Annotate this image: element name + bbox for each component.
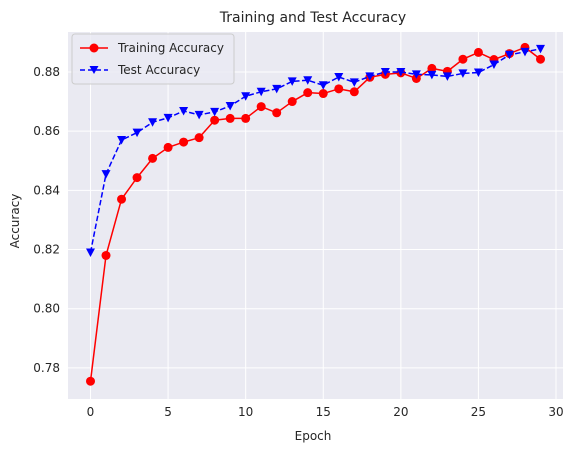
series-line-test [89, 48, 541, 253]
data-point-training [287, 97, 297, 107]
y-axis-label: Accuracy [8, 194, 22, 249]
data-point-test [210, 107, 220, 117]
y-tick-label: 0.84 [33, 183, 60, 197]
legend-swatch-test-marker [89, 66, 99, 74]
data-point-test [225, 101, 235, 111]
series-training [86, 42, 545, 386]
data-point-training [473, 47, 483, 57]
x-tick-label: 5 [164, 405, 172, 419]
data-point-test [442, 72, 452, 81]
data-point-training [132, 173, 142, 183]
x-tick-label: 10 [238, 405, 253, 419]
data-point-test [287, 77, 297, 86]
data-point-test [349, 78, 359, 87]
data-point-training [148, 153, 158, 163]
data-point-test [272, 84, 282, 94]
data-point-training [225, 113, 235, 123]
y-tick-label: 0.82 [33, 243, 60, 257]
data-point-training [458, 54, 468, 64]
series-test [86, 44, 545, 257]
data-point-training [194, 133, 204, 143]
data-point-test [163, 113, 173, 123]
data-point-test [520, 47, 530, 57]
data-point-test [194, 110, 204, 120]
data-point-test [489, 60, 499, 70]
data-point-training [179, 137, 189, 147]
data-point-training [349, 87, 359, 97]
x-axis-ticks: 0 5 10 15 20 25 30 [87, 405, 564, 419]
data-point-training [303, 88, 313, 98]
legend-label-training: Training Accuracy [117, 41, 224, 55]
data-point-test [132, 128, 142, 138]
y-tick-label: 0.86 [33, 124, 60, 138]
data-point-training [318, 89, 328, 99]
data-point-training [101, 250, 111, 260]
x-tick-label: 15 [316, 405, 331, 419]
x-tick-label: 20 [393, 405, 408, 419]
data-point-training [272, 108, 282, 118]
data-point-test [504, 50, 514, 60]
data-point-training [210, 115, 220, 125]
data-point-training [86, 376, 95, 386]
legend: Training Accuracy Test Accuracy [71, 33, 235, 85]
data-point-test [334, 72, 344, 82]
data-point-test [473, 68, 483, 78]
chart-title: Training and Test Accuracy [219, 10, 406, 26]
y-tick-label: 0.88 [33, 65, 60, 79]
data-point-test [380, 67, 390, 77]
data-point-training [256, 102, 266, 112]
data-point-test [179, 107, 189, 116]
data-point-training [536, 54, 545, 64]
x-axis-label: Epoch [295, 429, 332, 443]
data-point-test [458, 69, 468, 78]
data-point-test [536, 44, 545, 54]
x-tick-label: 30 [548, 405, 563, 419]
data-point-test [303, 76, 313, 85]
legend-box [71, 33, 235, 85]
legend-label-test: Test Accuracy [117, 63, 200, 77]
legend-swatch-training-marker [89, 43, 99, 53]
x-tick-label: 0 [87, 405, 95, 419]
data-point-training [163, 142, 173, 152]
data-point-test [256, 87, 266, 97]
data-point-test [148, 118, 158, 127]
data-point-training [427, 63, 437, 73]
data-point-training [117, 194, 127, 204]
data-point-training [241, 113, 251, 123]
data-point-test [101, 170, 111, 179]
y-tick-label: 0.80 [33, 302, 60, 316]
data-point-test [117, 136, 127, 145]
plot-area [68, 32, 563, 399]
y-tick-label: 0.78 [33, 361, 60, 375]
data-point-test [411, 70, 421, 79]
y-axis-ticks: 0.78 0.80 0.82 0.84 0.86 0.88 [33, 65, 60, 375]
x-tick-label: 25 [471, 405, 486, 419]
data-point-test [241, 92, 251, 101]
data-point-test [427, 70, 437, 80]
data-point-test [318, 81, 328, 90]
series-group [86, 42, 545, 386]
data-point-test [86, 248, 95, 257]
data-point-test [396, 67, 406, 77]
data-point-training [334, 84, 344, 94]
data-point-test [365, 72, 375, 81]
